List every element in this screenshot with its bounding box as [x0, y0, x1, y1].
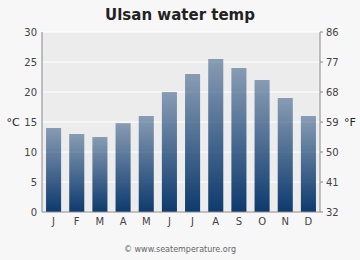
- plot-background: [42, 32, 320, 212]
- x-tick-label: N: [282, 216, 289, 227]
- x-tick-label: M: [96, 216, 105, 227]
- y2-tick-label: 77: [326, 57, 339, 68]
- x-tick-label: J: [190, 216, 194, 227]
- y-tick-label: 15: [24, 117, 37, 128]
- watermark: © www.seatemperature.org: [124, 245, 236, 254]
- y-tick-label: 20: [24, 87, 37, 98]
- x-tick-label: F: [74, 216, 80, 227]
- chart: 0 5 10 15 20 25 30 32 41 50 59 68 77 86 J F M A M J J A S O N D °C…: [0, 0, 360, 260]
- x-tick-label: M: [142, 216, 151, 227]
- y2-tick-label: 59: [326, 117, 339, 128]
- y2-tick-label: 68: [326, 87, 339, 98]
- x-tick-label: S: [236, 216, 242, 227]
- bar: [208, 59, 223, 212]
- y2-tick-label: 50: [326, 147, 339, 158]
- x-tick-label: J: [167, 216, 171, 227]
- bar: [69, 134, 84, 212]
- x-tick-label: O: [258, 216, 266, 227]
- y-tick-label: 30: [24, 27, 37, 38]
- y2-tick-label: 86: [326, 27, 339, 38]
- y-axis-line: [42, 32, 43, 212]
- y-axis-label: °C: [6, 116, 20, 129]
- y2-axis-label: °F: [344, 116, 356, 129]
- x-tick-label: D: [305, 216, 313, 227]
- grid-line: [42, 32, 320, 33]
- chart-container: 0 5 10 15 20 25 30 32 41 50 59 68 77 86 J F M A M J J A S O N D °C…: [0, 0, 360, 260]
- bar: [301, 116, 316, 212]
- x-tick-label: J: [51, 216, 55, 227]
- y-tick-label: 25: [24, 57, 37, 68]
- bar: [116, 123, 131, 212]
- x-axis-line: [42, 212, 320, 213]
- bars: [46, 59, 316, 212]
- x-tick-label: A: [212, 216, 219, 227]
- y-tick-label: 0: [31, 207, 37, 218]
- grid-line: [42, 92, 320, 93]
- y2-tick-label: 41: [326, 177, 339, 188]
- y2-axis-line: [320, 32, 321, 212]
- y-tick-label: 5: [31, 177, 37, 188]
- bar: [255, 80, 270, 212]
- bar: [278, 98, 293, 212]
- x-tick-label: A: [120, 216, 127, 227]
- bar: [231, 68, 246, 212]
- bar: [162, 92, 177, 212]
- bar: [185, 74, 200, 212]
- grid-line: [42, 62, 320, 63]
- y2-tick-label: 32: [326, 207, 339, 218]
- bar: [139, 116, 154, 212]
- grid-line: [42, 212, 320, 213]
- y-tick-label: 10: [24, 147, 37, 158]
- bar: [92, 137, 107, 212]
- title: Ulsan water temp: [105, 6, 255, 24]
- bar: [46, 128, 61, 212]
